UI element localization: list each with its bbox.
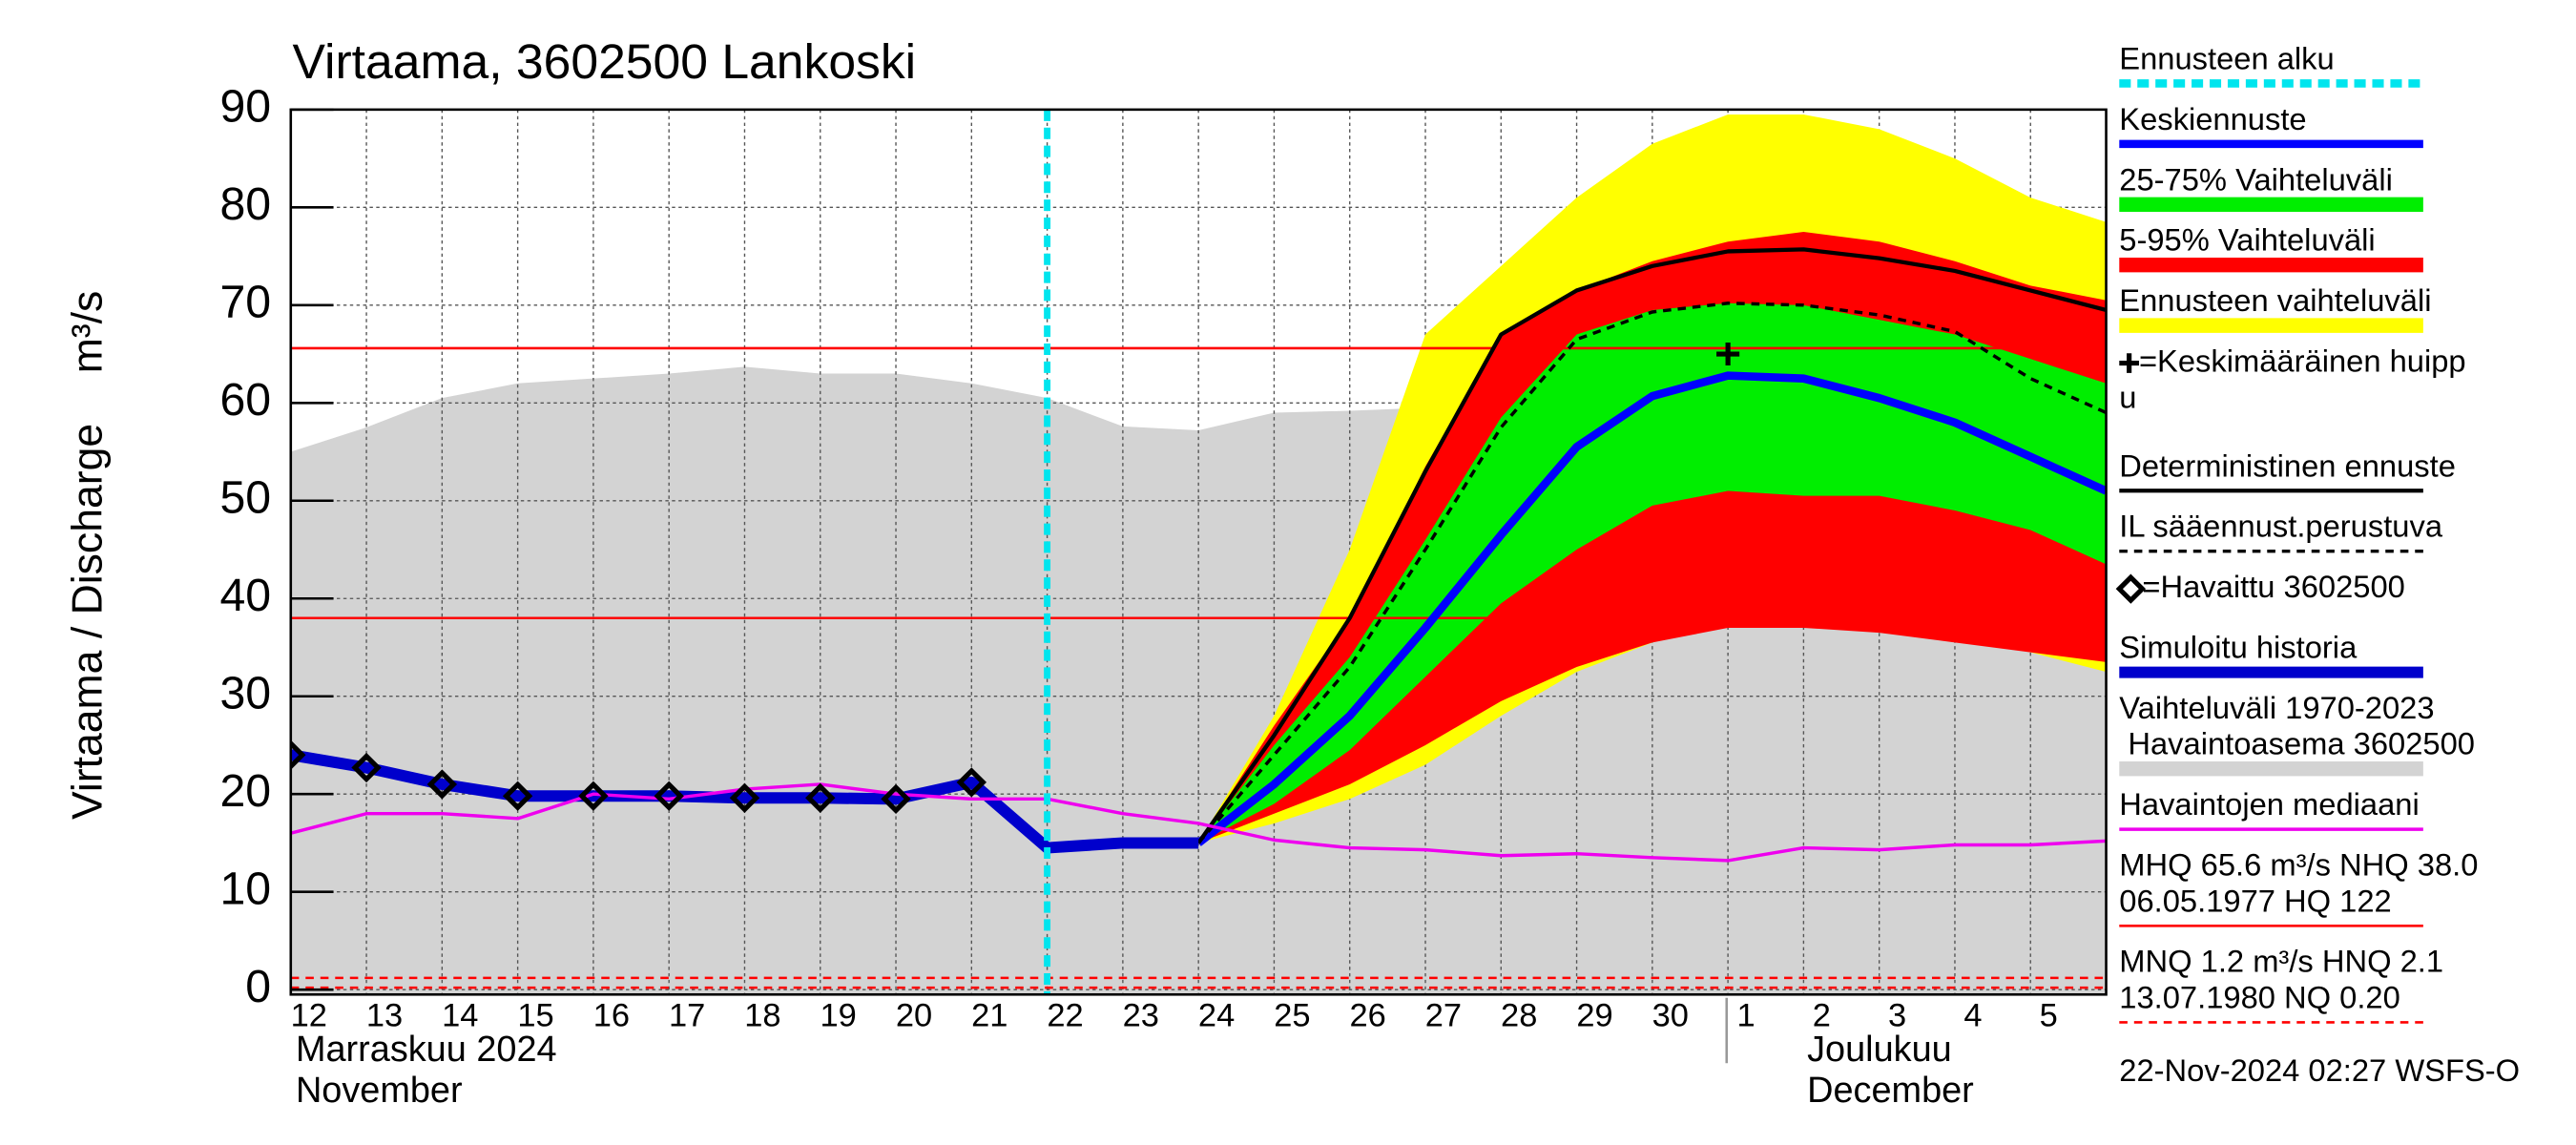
x-tick-label: 23: [1123, 997, 1159, 1033]
x-tick-label: 15: [517, 997, 553, 1033]
x-tick-label: 25: [1274, 997, 1310, 1033]
legend-label: Ennusteen alku: [2119, 40, 2334, 75]
legend-label: MNQ 1.2 m³/s HNQ 2.1 13.07.1980 NQ 0.20: [2119, 943, 2443, 1014]
forecast-band: [1198, 302, 2107, 843]
x-tick-label: 3: [1888, 997, 1906, 1033]
month-label: December: [1807, 1071, 1974, 1111]
y-tick-label: 20: [220, 765, 272, 817]
legend-label-line: MHQ 65.6 m³/s NHQ 38.0: [2119, 846, 2478, 882]
x-tick-label: 12: [291, 997, 327, 1033]
y-axis-unit: m³/s: [64, 291, 111, 374]
legend: Ennusteen alku Keskiennuste 25-75% Vaihtel…: [2115, 40, 2478, 1024]
x-tick-label: 5: [2040, 997, 2058, 1033]
legend-label-line: Havaintojen mediaani: [2119, 786, 2419, 822]
observed-marker: [805, 782, 836, 813]
observed-marker: [654, 781, 684, 811]
y-tick-label: 60: [220, 374, 272, 426]
x-tick-label: 17: [669, 997, 705, 1033]
x-tick-label: 29: [1576, 997, 1612, 1033]
legend-label-line: 25-75% Vaihteluväli: [2119, 161, 2393, 197]
legend-symbol: [2119, 353, 2139, 373]
legend-label-line: Keskiennuste: [2119, 101, 2306, 136]
y-tick-label: 70: [220, 277, 272, 328]
observed-marker: [578, 781, 609, 811]
y-tick-label: 30: [220, 667, 272, 718]
legend-label-line: Havaintoasema 3602500: [2119, 725, 2475, 760]
legend-label-line: Ennusteen alku: [2119, 40, 2334, 75]
legend-label: Vaihteluväli 1970-2023 Havaintoasema 360…: [2119, 690, 2475, 761]
series-line: [1195, 371, 2107, 846]
legend-label-line: Deterministinen ennuste: [2119, 448, 2456, 483]
legend-label-line: 13.07.1980 NQ 0.20: [2119, 979, 2400, 1014]
y-tick-label: 10: [220, 863, 272, 914]
x-tick-label: 27: [1425, 997, 1462, 1033]
mean-peak-marker: [1716, 343, 1740, 366]
y-tick-label: 80: [220, 178, 272, 230]
legend-label: MHQ 65.6 m³/s NHQ 38.0 06.05.1977 HQ 122: [2119, 846, 2478, 918]
observed-marker: [956, 767, 987, 798]
y-tick-label: 0: [245, 961, 271, 1012]
x-tick-label: 18: [744, 997, 780, 1033]
observed-marker: [502, 781, 533, 811]
y-tick-label: 40: [220, 570, 272, 621]
legend-label: 5-95% Vaihteluväli: [2119, 221, 2375, 257]
observed-marker: [351, 752, 382, 783]
x-tick-label: 13: [366, 997, 403, 1033]
plot-frame: [289, 108, 2108, 996]
legend-label-line: Simuloitu historia: [2119, 629, 2358, 664]
legend-label-line: MNQ 1.2 m³/s HNQ 2.1: [2119, 943, 2443, 978]
observed-marker: [426, 769, 458, 800]
x-tick-label: 28: [1501, 997, 1537, 1033]
legend-label-line: Vaihteluväli 1970-2023: [2119, 690, 2434, 725]
y-tick-label: 90: [220, 81, 272, 133]
series-line: [1196, 302, 2107, 844]
month-label: Joulukuu: [1807, 1030, 1952, 1070]
x-tick-label: 1: [1736, 997, 1755, 1033]
x-tick-label: 14: [442, 997, 478, 1033]
timestamp: 22-Nov-2024 02:27 WSFS-O: [2119, 1052, 2520, 1088]
observed-marker: [290, 739, 306, 770]
legend-label: Simuloitu historia: [2119, 629, 2358, 664]
series-line: [1196, 247, 2107, 844]
chart-title: Virtaama, 3602500 Lankoski: [293, 33, 917, 89]
x-tick-label: 21: [971, 997, 1008, 1033]
x-tick-label: 16: [593, 997, 630, 1033]
legend-label: Havaintojen mediaani: [2119, 786, 2419, 822]
month-label: Marraskuu 2024: [296, 1030, 557, 1070]
x-tick-label: 26: [1350, 997, 1386, 1033]
y-axis-title: Virtaama / Discharge: [64, 424, 111, 820]
legend-label-line: IL sääennust.perustuva: [2119, 508, 2443, 543]
series-line: [290, 782, 2107, 863]
month-label: November: [296, 1071, 463, 1111]
y-tick-label: 50: [220, 472, 272, 524]
legend-label: =Keskimääräinen huipp u: [2119, 343, 2465, 414]
observed-marker: [729, 782, 760, 813]
legend-label: Keskiennuste: [2119, 101, 2306, 136]
x-tick-label: 20: [896, 997, 932, 1033]
x-tick-label: 4: [1963, 997, 1982, 1033]
observed-marker: [881, 783, 911, 814]
legend-symbol: [2115, 573, 2147, 604]
x-tick-label: 2: [1813, 997, 1831, 1033]
legend-label: IL sääennust.perustuva: [2119, 508, 2443, 543]
x-tick-label: 24: [1198, 997, 1235, 1033]
legend-label: Deterministinen ennuste: [2119, 448, 2456, 483]
legend-label: =Havaittu 3602500: [2142, 569, 2404, 604]
plot-layer: [290, 109, 2107, 995]
legend-label-line: u: [2119, 379, 2136, 414]
legend-label-line: =Havaittu 3602500: [2142, 569, 2404, 604]
legend-label: Ennusteen vaihteluväli: [2119, 282, 2431, 318]
legend-label-line: 06.05.1977 HQ 122: [2119, 883, 2391, 918]
legend-label-line: Ennusteen vaihteluväli: [2119, 282, 2431, 318]
legend-label-line: 5-95% Vaihteluväli: [2119, 221, 2375, 257]
x-tick-label: 22: [1047, 997, 1083, 1033]
x-tick-label: 19: [821, 997, 857, 1033]
legend-label: 25-75% Vaihteluväli: [2119, 161, 2393, 197]
legend-label-line: =Keskimääräinen huipp: [2139, 343, 2466, 378]
x-tick-label: 30: [1652, 997, 1689, 1033]
